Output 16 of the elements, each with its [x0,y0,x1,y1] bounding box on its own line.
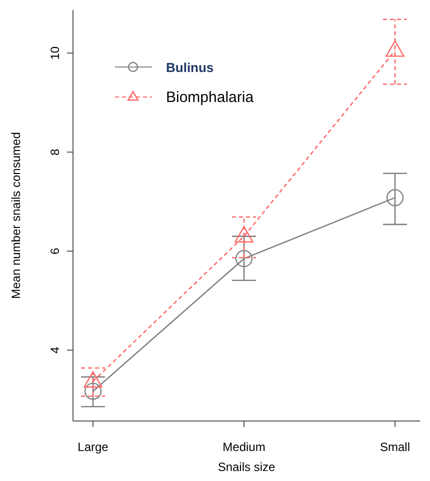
y-tick-label: 6 [48,247,62,254]
x-tick-label: Medium [222,440,266,454]
legend-label: Biomphalaria [166,89,254,106]
point [84,382,102,400]
x-axis-title: Snails size [218,460,276,474]
point [386,40,404,57]
x-tick-label: Large [78,440,109,454]
y-tick-label: 4 [48,346,62,354]
x-tick-label: Small [380,440,410,454]
point [235,250,253,268]
legend-label: Bulinus [166,60,214,75]
y-tick-label: 10 [48,46,62,60]
point [234,226,254,242]
point [386,189,404,206]
y-tick-label: 8 [48,148,62,156]
y-axis-title: Mean number snails consumed [9,132,23,299]
